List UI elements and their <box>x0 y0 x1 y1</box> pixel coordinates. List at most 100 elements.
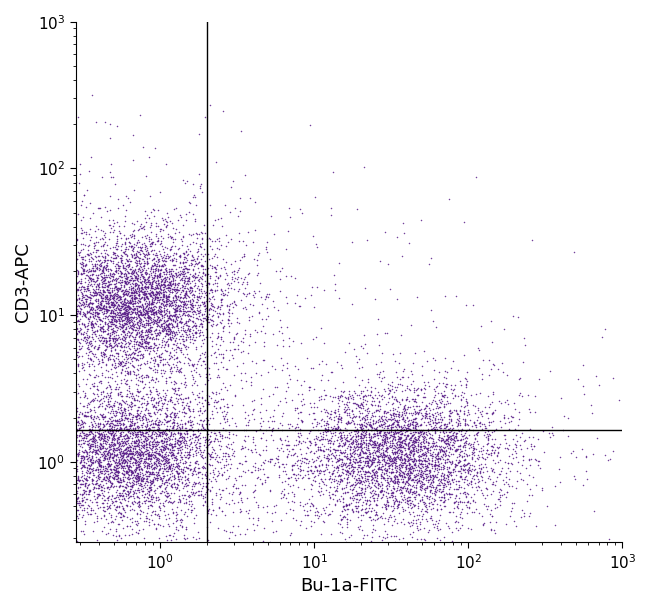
Point <box>182 276 192 286</box>
Point <box>438 484 448 493</box>
Point <box>105 322 115 331</box>
Point <box>129 286 139 296</box>
Point <box>162 432 173 442</box>
Point <box>132 442 142 451</box>
Point <box>471 445 482 454</box>
Point <box>443 432 453 442</box>
Point <box>143 294 153 303</box>
Point <box>124 322 135 331</box>
Point <box>173 312 183 322</box>
Point <box>198 453 208 463</box>
Point <box>413 514 423 524</box>
Point <box>132 452 142 462</box>
Point <box>103 270 113 280</box>
Point <box>103 407 113 417</box>
Point <box>80 516 90 526</box>
Point <box>452 421 462 431</box>
Point <box>177 468 188 478</box>
Point <box>324 435 335 445</box>
Point <box>214 317 225 327</box>
Point <box>394 427 404 437</box>
Point <box>213 466 224 476</box>
Point <box>469 444 480 454</box>
Point <box>469 497 480 507</box>
Point <box>72 295 82 305</box>
Point <box>152 473 162 482</box>
Point <box>413 454 424 464</box>
Point <box>105 302 115 312</box>
Point <box>143 454 153 463</box>
Point <box>75 278 85 287</box>
Point <box>90 430 100 440</box>
Point <box>84 272 94 282</box>
Point <box>157 444 168 454</box>
Point <box>346 427 356 437</box>
Point <box>376 440 387 450</box>
Point <box>94 456 105 466</box>
Point <box>103 462 114 472</box>
Point <box>421 384 431 394</box>
Point <box>198 268 208 278</box>
Point <box>136 331 146 341</box>
Point <box>130 427 140 437</box>
Point <box>193 527 203 537</box>
Point <box>185 424 195 434</box>
Point <box>336 459 346 469</box>
Point <box>122 308 133 318</box>
Point <box>104 284 114 294</box>
Point <box>167 271 177 281</box>
Point <box>109 309 120 319</box>
Point <box>388 487 398 496</box>
Point <box>389 478 400 488</box>
Point <box>105 477 115 487</box>
Point <box>216 407 227 417</box>
Point <box>170 279 181 289</box>
Point <box>476 485 486 495</box>
Point <box>533 434 543 444</box>
Point <box>294 432 304 442</box>
Point <box>364 438 374 448</box>
Point <box>207 287 218 297</box>
Point <box>431 482 441 492</box>
Point <box>160 323 170 333</box>
Point <box>489 480 500 490</box>
Point <box>434 435 444 445</box>
Point <box>372 452 383 462</box>
Point <box>410 472 421 482</box>
Point <box>368 415 378 425</box>
Point <box>413 476 424 486</box>
Point <box>396 410 407 420</box>
Point <box>105 464 116 474</box>
Point <box>443 466 453 476</box>
Point <box>150 459 161 468</box>
Point <box>146 246 156 256</box>
Point <box>94 460 105 470</box>
Point <box>348 479 358 489</box>
Point <box>202 371 212 381</box>
Point <box>97 272 107 281</box>
Point <box>466 460 476 470</box>
Point <box>230 530 240 540</box>
Point <box>143 425 153 435</box>
Point <box>96 389 106 398</box>
Point <box>175 270 185 280</box>
Point <box>346 393 357 403</box>
Point <box>123 438 133 448</box>
Point <box>216 318 226 328</box>
Point <box>341 474 352 484</box>
Point <box>461 500 471 510</box>
Point <box>166 363 176 373</box>
Point <box>131 292 141 302</box>
Point <box>457 452 467 462</box>
Point <box>144 451 154 461</box>
Point <box>100 412 110 421</box>
Point <box>124 400 134 410</box>
Point <box>140 421 151 431</box>
Point <box>258 536 268 546</box>
Point <box>489 448 499 458</box>
Point <box>85 457 96 466</box>
Point <box>370 418 380 428</box>
Point <box>452 445 463 454</box>
Point <box>166 310 176 320</box>
Point <box>136 267 147 276</box>
